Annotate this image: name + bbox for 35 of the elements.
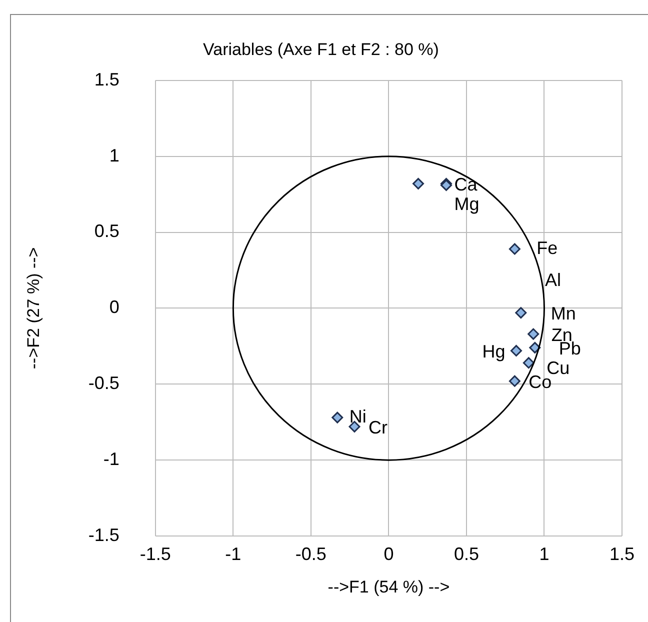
annotation: Ca: [454, 174, 478, 195]
x-tick-label: 0: [384, 544, 394, 564]
chart-title: Variables (Axe F1 et F2 : 80 %): [203, 40, 439, 59]
annotation: Mg: [454, 194, 480, 214]
x-tick-label: 1.5: [609, 544, 635, 564]
y-tick-label: 1: [109, 145, 120, 166]
y-axis-title: -->F2 (27 %) -->: [24, 247, 43, 370]
annotation: Cr: [368, 418, 388, 438]
x-tick-label: -1: [225, 544, 242, 564]
point: [412, 178, 424, 190]
annotation: Cu: [546, 358, 570, 378]
y-tick-label: 0.5: [94, 221, 120, 242]
y-tick-label: -1.5: [88, 524, 120, 545]
point: [515, 307, 527, 319]
annotation: Hg: [482, 342, 506, 362]
annotation: Mn: [550, 304, 576, 324]
point: [332, 412, 344, 424]
point: [510, 344, 522, 356]
x-tick-label: 0.5: [454, 544, 479, 564]
annotation: Fe: [536, 238, 558, 258]
point: [529, 342, 541, 354]
y-tick-label: 1.5: [94, 69, 120, 90]
y-tick-label: -0.5: [88, 373, 120, 394]
point: [528, 328, 540, 340]
x-tick-label: -1.5: [140, 544, 171, 564]
x-tick-label: -0.5: [295, 544, 326, 564]
annotation: Ni: [349, 406, 366, 427]
x-axis-title: -->F1 (54 %) -->: [328, 577, 450, 596]
point: [508, 243, 520, 255]
y-tick-label: -1: [103, 449, 120, 470]
point: [522, 357, 534, 369]
y-tick-label: 0: [109, 297, 120, 318]
annotation: Al: [545, 270, 562, 290]
point: [508, 375, 520, 387]
x-tick-label: 1: [539, 544, 550, 564]
